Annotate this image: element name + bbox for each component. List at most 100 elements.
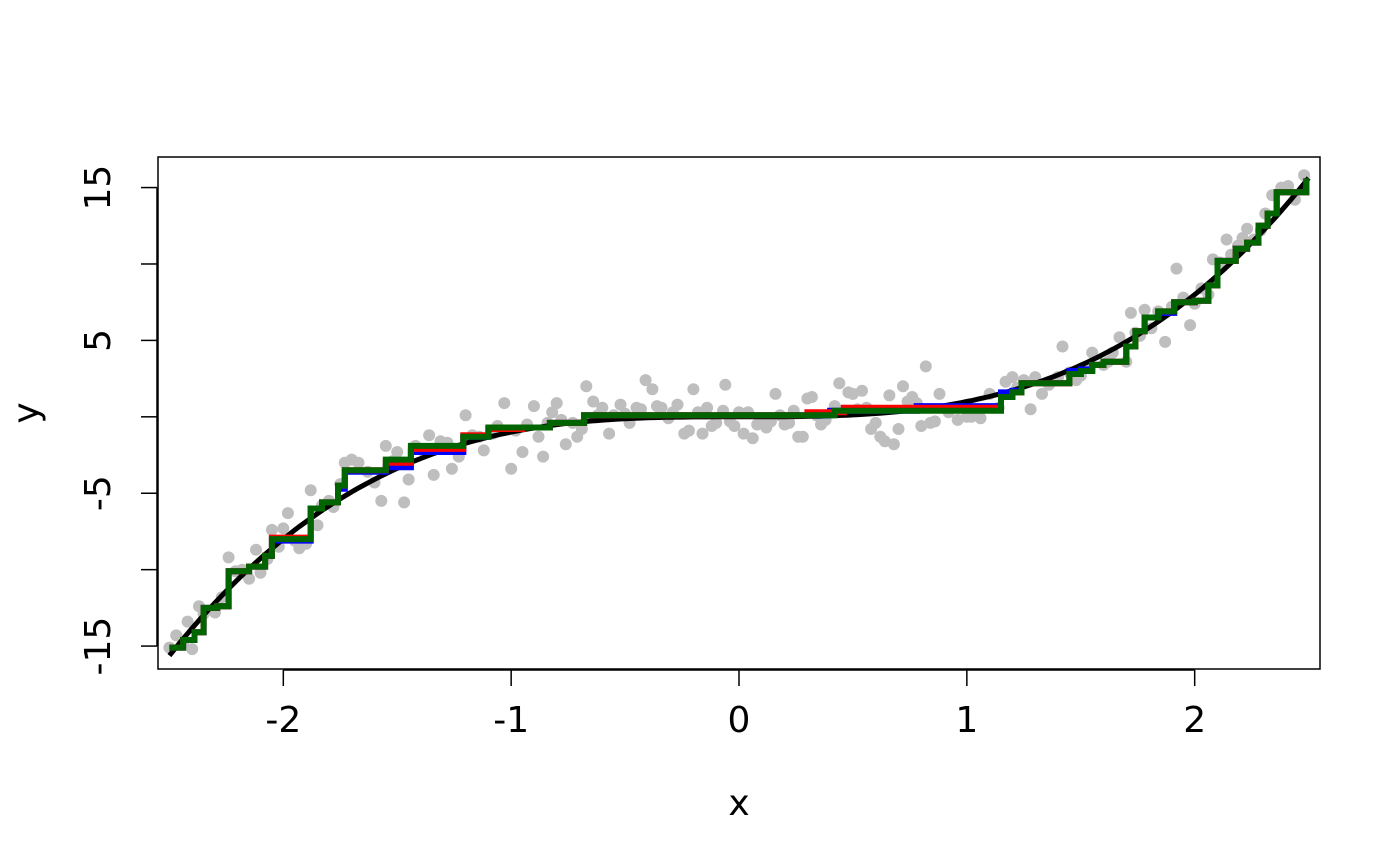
data-point	[1036, 387, 1048, 400]
fit-line-green	[169, 178, 1310, 651]
data-point	[883, 389, 896, 402]
data-point	[603, 427, 616, 440]
data-point	[846, 387, 859, 400]
data-point	[701, 401, 714, 414]
data-point	[887, 438, 900, 451]
data-point	[516, 446, 529, 458]
data-point	[254, 566, 267, 579]
data-point	[398, 496, 411, 509]
data-point	[1056, 340, 1069, 353]
data-point	[379, 439, 392, 452]
plot-frame	[157, 156, 1321, 670]
data-point	[892, 423, 905, 435]
data-point	[181, 615, 194, 628]
data-point	[919, 360, 932, 373]
x-tick-label: 1	[955, 700, 978, 741]
data-point	[580, 380, 593, 393]
data-point	[897, 380, 909, 393]
data-point	[1220, 233, 1233, 246]
y-axis: -15 -5 5 15	[78, 165, 158, 676]
data-point	[655, 401, 668, 414]
data-point	[769, 387, 782, 400]
data-point	[719, 378, 732, 391]
data-point	[737, 427, 750, 440]
data-point	[1113, 331, 1126, 344]
data-point	[933, 387, 946, 400]
data-point	[951, 413, 964, 426]
data-point	[869, 416, 882, 429]
data-point	[1170, 262, 1183, 275]
fit-lines	[167, 176, 1311, 658]
data-point	[833, 377, 846, 390]
plot-area	[163, 169, 1311, 658]
data-point	[687, 383, 700, 396]
data-point	[402, 473, 415, 486]
data-point	[1124, 306, 1137, 319]
data-point	[1138, 303, 1151, 316]
data-point	[805, 391, 818, 403]
data-point	[498, 397, 511, 410]
data-point	[304, 484, 317, 497]
x-axis: -2 -1 0 1 2	[265, 669, 1206, 741]
data-point	[391, 446, 404, 458]
data-point	[243, 572, 256, 585]
data-point	[277, 522, 290, 535]
data-point	[375, 494, 388, 507]
x-axis-title: x	[728, 783, 749, 824]
data-point	[537, 450, 550, 463]
data-point	[505, 462, 518, 475]
data-point	[281, 507, 294, 520]
data-point	[559, 438, 572, 451]
data-point	[878, 435, 891, 448]
data-point	[445, 462, 458, 475]
data-point	[783, 416, 796, 429]
data-point	[596, 401, 609, 414]
data-point	[646, 383, 659, 396]
data-point	[170, 629, 183, 642]
data-point	[587, 395, 600, 408]
data-point	[1282, 180, 1295, 192]
data-point	[477, 444, 490, 457]
data-point	[915, 420, 928, 432]
x-tick-label: 0	[728, 700, 751, 741]
data-point	[965, 410, 978, 423]
data-point	[546, 406, 559, 419]
data-point	[746, 432, 759, 445]
data-point	[639, 374, 652, 387]
data-point	[671, 398, 684, 411]
data-point	[575, 423, 588, 435]
x-tick-label: -1	[493, 700, 529, 741]
data-point	[265, 523, 278, 536]
data-point	[796, 430, 809, 443]
y-tick-label: -15	[78, 617, 119, 676]
data-point	[352, 456, 365, 469]
data-point	[186, 643, 199, 656]
data-point	[459, 409, 472, 422]
data-point	[1086, 346, 1099, 359]
y-tick-label: 5	[78, 329, 119, 352]
x-tick-label: 2	[1183, 700, 1206, 741]
data-point	[427, 468, 440, 481]
data-point	[1241, 222, 1254, 235]
data-point	[856, 384, 868, 397]
y-tick-label: 15	[78, 165, 119, 211]
data-point	[614, 398, 627, 411]
data-point	[1184, 319, 1197, 332]
data-point	[728, 420, 741, 432]
x-tick-label: -2	[265, 700, 301, 741]
data-point	[527, 400, 540, 413]
data-point	[1006, 371, 1019, 384]
data-point	[974, 412, 987, 425]
data-point	[682, 424, 695, 437]
data-point	[928, 415, 941, 428]
data-point	[696, 427, 709, 440]
data-point	[222, 551, 235, 564]
data-point	[423, 429, 436, 442]
data-point	[1024, 403, 1037, 416]
data-point	[250, 543, 262, 556]
data-point	[311, 519, 324, 532]
data-point	[710, 416, 723, 429]
data-point	[532, 430, 545, 443]
data-point	[550, 397, 563, 410]
